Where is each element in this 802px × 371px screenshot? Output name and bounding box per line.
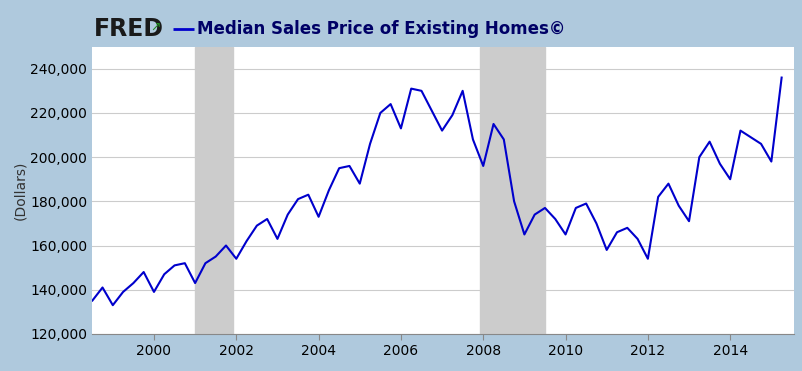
Y-axis label: (Dollars): (Dollars) xyxy=(14,161,27,220)
Text: FRED: FRED xyxy=(94,17,164,40)
Bar xyxy=(480,47,545,334)
Text: Median Sales Price of Existing Homes©: Median Sales Price of Existing Homes© xyxy=(197,20,566,37)
Text: ↗: ↗ xyxy=(150,20,160,33)
Bar xyxy=(195,47,233,334)
